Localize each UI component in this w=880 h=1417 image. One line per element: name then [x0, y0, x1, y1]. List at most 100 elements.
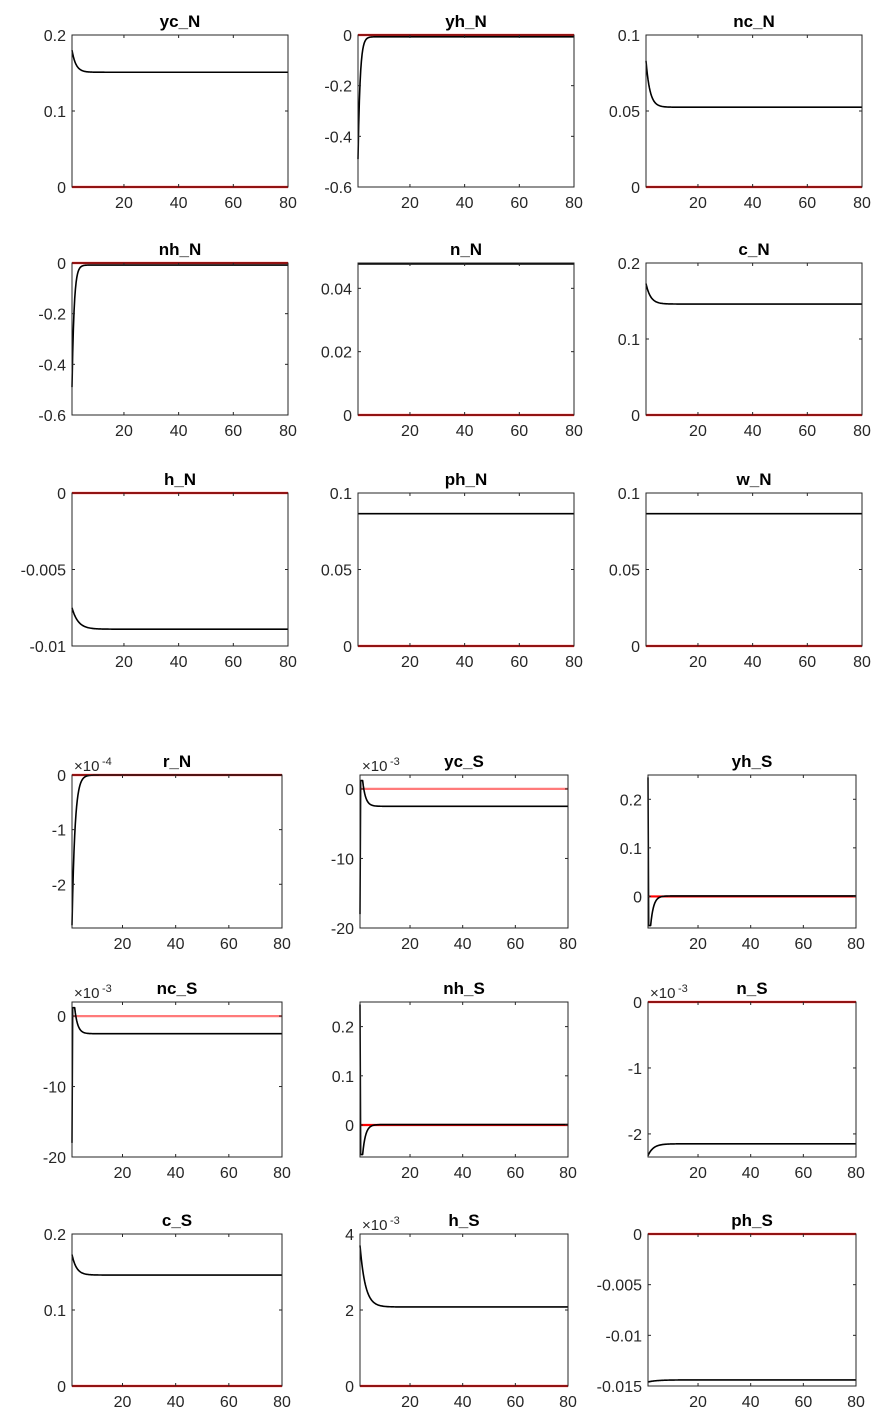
plot-area	[646, 263, 862, 415]
x-tick-label: 40	[454, 1165, 472, 1182]
x-tick-label: 40	[456, 654, 474, 671]
subplot-nh-N: 20 40 60 80 -0.6 -0.4 -0.2 0 nh_N	[38, 240, 297, 440]
y-tick-label: 0.1	[44, 104, 66, 121]
y-tick-label: 0.2	[44, 28, 66, 45]
y-exponent-label: ×10	[362, 758, 387, 775]
x-tick-label: 80	[565, 423, 583, 440]
x-tick-label: 80	[559, 1394, 577, 1411]
y-tick-label: 0.05	[609, 104, 640, 121]
y-tick-label: 0.2	[618, 256, 640, 273]
x-tick-label: 40	[167, 1394, 185, 1411]
y-tick-label: 0.05	[609, 563, 640, 580]
x-tick-label: 20	[689, 936, 707, 953]
response-line	[71, 1006, 283, 1143]
subplot-ph-S: 20 40 60 80 -0.015 -0.01 -0.005 0 ph_S	[597, 1211, 865, 1411]
y-tick-label: 0.1	[618, 28, 640, 45]
axes-frame	[71, 774, 283, 929]
x-tick-label: 40	[167, 1165, 185, 1182]
y-exponent-power: -3	[678, 983, 688, 995]
y-tick-label: 0	[57, 1009, 66, 1026]
x-tick-label: 60	[798, 195, 816, 212]
y-tick-label: -1	[52, 823, 66, 840]
x-tick-label: 80	[853, 195, 871, 212]
plot-area	[72, 493, 288, 646]
y-tick-label: -0.015	[597, 1379, 642, 1396]
x-tick-label: 40	[742, 936, 760, 953]
subplot-title: ph_N	[445, 470, 488, 489]
x-tick-label: 40	[454, 1394, 472, 1411]
axes-frame	[357, 262, 575, 416]
x-tick-label: 80	[273, 936, 291, 953]
plot-area	[358, 493, 574, 646]
y-tick-label: 0	[345, 1379, 354, 1396]
x-tick-label: 40	[742, 1394, 760, 1411]
x-tick-label: 80	[559, 1165, 577, 1182]
y-tick-label: 0.1	[330, 486, 352, 503]
response-line	[359, 779, 569, 915]
plot-area	[648, 1234, 856, 1386]
y-tick-label: 0	[633, 995, 642, 1012]
x-tick-label: 60	[510, 195, 528, 212]
x-tick-label: 20	[689, 654, 707, 671]
x-tick-label: 80	[279, 654, 297, 671]
y-tick-label: 0.1	[44, 1303, 66, 1320]
y-exponent-power: -3	[390, 1215, 400, 1227]
y-tick-label: 0.04	[321, 281, 352, 298]
response-line	[357, 35, 575, 160]
x-tick-label: 80	[559, 936, 577, 953]
y-tick-label: 0	[343, 408, 352, 425]
subplot-title: yc_N	[160, 12, 201, 31]
y-tick-label: -0.005	[597, 1278, 642, 1295]
x-tick-label: 80	[279, 423, 297, 440]
y-tick-label: 0.1	[618, 332, 640, 349]
x-tick-label: 80	[273, 1165, 291, 1182]
x-tick-label: 60	[506, 1165, 524, 1182]
y-tick-label: -0.4	[38, 357, 66, 374]
response-line	[359, 1004, 569, 1156]
plot-area	[72, 263, 288, 415]
plot-area	[358, 35, 574, 187]
y-tick-label: -0.01	[30, 639, 67, 656]
x-tick-label: 40	[167, 936, 185, 953]
x-tick-label: 20	[115, 654, 133, 671]
response-line	[647, 1143, 857, 1157]
x-tick-label: 60	[224, 195, 242, 212]
subplot-title: yh_S	[732, 752, 773, 771]
x-tick-label: 20	[114, 1394, 132, 1411]
plot-area	[646, 35, 862, 187]
y-tick-label: -10	[331, 851, 354, 868]
subplot-n-S: 20 40 60 80 -2 -1 0 ×10 -3 n_S	[628, 979, 865, 1182]
response-line	[71, 1254, 283, 1276]
y-tick-label: 0.1	[332, 1069, 354, 1086]
y-tick-label: -0.4	[324, 129, 352, 146]
x-tick-label: 80	[273, 1394, 291, 1411]
y-tick-label: 0	[631, 639, 640, 656]
y-tick-label: -0.01	[606, 1328, 643, 1345]
response-line	[71, 50, 289, 74]
axes-frame	[359, 1001, 569, 1158]
x-tick-label: 40	[742, 1165, 760, 1182]
y-exponent-label: ×10	[650, 985, 675, 1002]
plot-area	[72, 1234, 282, 1386]
y-tick-label: 0	[343, 639, 352, 656]
x-tick-label: 20	[115, 195, 133, 212]
axes-frame	[647, 1001, 857, 1158]
y-tick-label: 0	[57, 486, 66, 503]
x-tick-label: 60	[510, 423, 528, 440]
subplot-title: nh_N	[159, 240, 202, 259]
plot-area	[360, 1002, 568, 1157]
subplot-title: nc_S	[157, 979, 198, 998]
subplot-title: n_N	[450, 240, 482, 259]
x-tick-label: 60	[224, 423, 242, 440]
x-tick-label: 40	[456, 423, 474, 440]
y-tick-label: 0	[633, 1227, 642, 1244]
plot-area	[646, 493, 862, 646]
axes-frame	[359, 774, 569, 929]
subplot-h-N: 20 40 60 80 -0.01 -0.005 0 h_N	[21, 470, 297, 671]
y-exponent-label: ×10	[74, 758, 99, 775]
y-tick-label: 0	[345, 1118, 354, 1135]
y-tick-label: 0	[631, 408, 640, 425]
plot-area	[72, 35, 288, 187]
y-tick-label: -0.6	[324, 180, 352, 197]
